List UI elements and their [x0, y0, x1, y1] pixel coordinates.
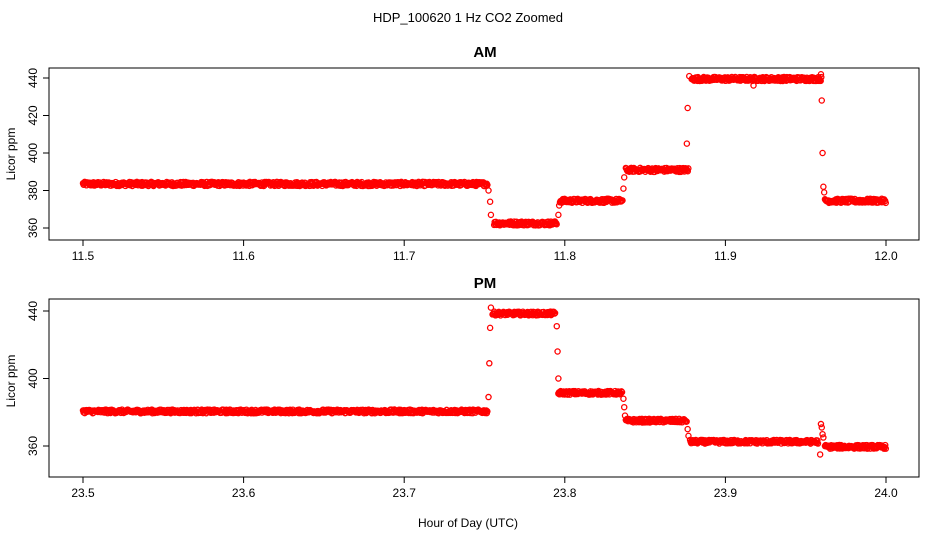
- pm-data-point: [882, 445, 890, 452]
- am-data-point: [553, 220, 560, 228]
- am-transition-point: [818, 97, 826, 104]
- am-transition-point: [750, 82, 757, 89]
- am-transition-point: [555, 211, 562, 219]
- am-y-tick-label: 420: [26, 105, 40, 125]
- am-points: [79, 71, 890, 229]
- pm-x-axis: 23.5 23.6 23.7 23.8 23.9 24.0: [71, 476, 898, 500]
- pm-plot-frame: [48, 298, 920, 478]
- am-transition-point: [620, 174, 628, 181]
- pm-x-tick-label: 23.6: [232, 486, 256, 500]
- am-y-tick-label: 380: [26, 180, 40, 200]
- am-transition-point: [684, 104, 691, 112]
- pm-transition-point: [620, 403, 628, 411]
- pm-transition-point: [685, 432, 692, 440]
- am-x-tick-label: 11.8: [554, 249, 577, 263]
- pm-transition-point: [620, 395, 627, 402]
- am-transition-point: [486, 198, 494, 205]
- pm-transition-point: [818, 424, 826, 431]
- am-panel-title: AM: [473, 44, 496, 61]
- am-transition-point: [487, 211, 495, 219]
- pm-x-tick-label: 24.0: [874, 486, 898, 500]
- am-y-tick-label: 400: [26, 143, 40, 163]
- am-transition-point: [820, 183, 827, 190]
- pm-data-point: [551, 309, 559, 317]
- pm-data-point: [482, 407, 490, 414]
- am-transition-point: [817, 71, 825, 78]
- am-transition-point: [819, 149, 826, 157]
- pm-transition-point: [486, 360, 493, 367]
- x-axis-label: Hour of Day (UTC): [418, 516, 518, 530]
- pm-transition-point: [554, 348, 561, 355]
- am-y-tick-label: 360: [26, 218, 40, 238]
- pm-x-tick-label: 23.5: [71, 486, 95, 500]
- pm-x-tick-label: 23.9: [714, 486, 738, 500]
- am-y-axis-label: Licor ppm: [4, 128, 18, 181]
- am-y-tick-label: 440: [26, 68, 40, 88]
- am-x-axis: 11.5 11.6 11.7 11.8 11.9 12.0: [72, 239, 898, 263]
- pm-data-point: [814, 440, 822, 447]
- pm-y-tick-label: 440: [26, 301, 40, 321]
- am-x-tick-label: 11.6: [232, 249, 255, 263]
- am-transition-point: [820, 189, 828, 196]
- pm-transition-point: [817, 420, 825, 428]
- am-x-tick-label: 11.7: [393, 249, 416, 263]
- am-transition-point: [683, 140, 691, 147]
- am-transition-point: [620, 185, 627, 192]
- pm-points: [79, 304, 890, 458]
- am-data-point: [684, 167, 692, 175]
- am-x-tick-label: 11.5: [72, 249, 95, 263]
- pm-data-point: [814, 437, 821, 444]
- am-plot-frame: [48, 67, 920, 241]
- am-data-point: [619, 197, 626, 204]
- figure-title: HDP_100620 1 Hz CO2 Zoomed: [373, 10, 563, 25]
- pm-transition-point: [486, 324, 494, 332]
- pm-panel: PM 23.5 23.6 23.7 23.8 23.9 24.0 360 400 440 Li…: [4, 275, 920, 500]
- pm-data-point: [484, 408, 491, 415]
- pm-panel-title: PM: [474, 275, 497, 292]
- pm-x-tick-label: 23.8: [553, 486, 577, 500]
- am-transition-point: [686, 72, 693, 80]
- pm-y-tick-label: 360: [26, 436, 40, 456]
- pm-y-axis: 360 400 440: [26, 301, 50, 456]
- pm-transition-point: [819, 430, 826, 438]
- pm-transition-point: [487, 304, 495, 311]
- am-x-tick-label: 12.0: [874, 249, 898, 263]
- pm-transition-point: [820, 434, 827, 441]
- pm-data-point: [618, 388, 626, 396]
- am-panel: AM 11.5 11.6 11.7 11.8 11.9 12.0 360 380 400 420…: [4, 44, 920, 263]
- am-data-point: [685, 165, 692, 172]
- am-data-point: [882, 199, 890, 207]
- pm-transition-point: [553, 322, 561, 330]
- pm-transition-point: [816, 451, 824, 458]
- am-x-tick-label: 11.9: [714, 249, 737, 263]
- pm-transition-point: [485, 393, 492, 401]
- pm-y-axis-label: Licor ppm: [4, 355, 18, 408]
- pm-x-tick-label: 23.7: [393, 486, 417, 500]
- pm-transition-point: [555, 375, 562, 382]
- pm-data-point: [881, 441, 889, 449]
- am-transition-point: [555, 202, 563, 209]
- am-y-axis: 360 380 400 420 440: [26, 68, 50, 238]
- am-data-point: [818, 73, 825, 81]
- pm-transition-point: [621, 412, 629, 419]
- pm-data-point: [683, 418, 690, 425]
- pm-y-tick-label: 400: [26, 368, 40, 388]
- pm-transition-point: [684, 425, 691, 433]
- am-data-point: [817, 77, 824, 85]
- am-transition-point: [485, 187, 492, 194]
